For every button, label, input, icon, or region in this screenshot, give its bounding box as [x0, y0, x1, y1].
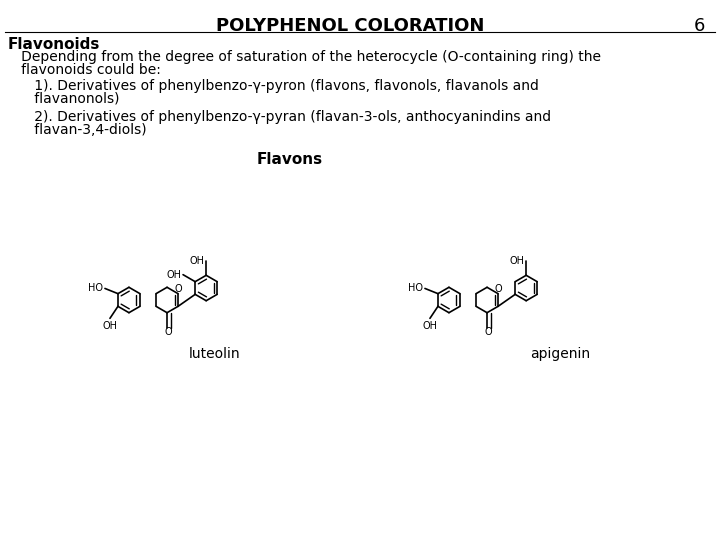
Text: OH: OH — [423, 321, 438, 332]
Text: OH: OH — [102, 321, 117, 332]
Text: O: O — [494, 284, 502, 294]
Text: Flavonoids: Flavonoids — [8, 37, 100, 52]
Text: Depending from the degree of saturation of the heterocycle (O-containing ring) t: Depending from the degree of saturation … — [8, 50, 601, 64]
Text: 6: 6 — [693, 17, 705, 35]
Text: OH: OH — [189, 256, 204, 266]
Text: HO: HO — [408, 284, 423, 293]
Text: flavan-3,4-diols): flavan-3,4-diols) — [8, 123, 147, 137]
Text: 2). Derivatives of phenylbenzo-γ-pyran (flavan-3-ols, anthocyanindins and: 2). Derivatives of phenylbenzo-γ-pyran (… — [8, 110, 551, 124]
Text: O: O — [485, 327, 492, 337]
Text: OH: OH — [166, 269, 181, 280]
Text: Flavons: Flavons — [257, 152, 323, 167]
Text: flavanonols): flavanonols) — [8, 92, 120, 106]
Text: flavonoids could be:: flavonoids could be: — [8, 63, 161, 77]
Text: POLYPHENOL COLORATION: POLYPHENOL COLORATION — [216, 17, 484, 35]
Text: 1). Derivatives of phenylbenzo-γ-pyron (flavons, flavonols, flavanols and: 1). Derivatives of phenylbenzo-γ-pyron (… — [8, 79, 539, 93]
Text: apigenin: apigenin — [530, 347, 590, 361]
Text: O: O — [174, 284, 182, 294]
Text: O: O — [165, 327, 172, 337]
Text: OH: OH — [509, 256, 524, 266]
Text: HO: HO — [88, 284, 103, 293]
Text: luteolin: luteolin — [189, 347, 240, 361]
